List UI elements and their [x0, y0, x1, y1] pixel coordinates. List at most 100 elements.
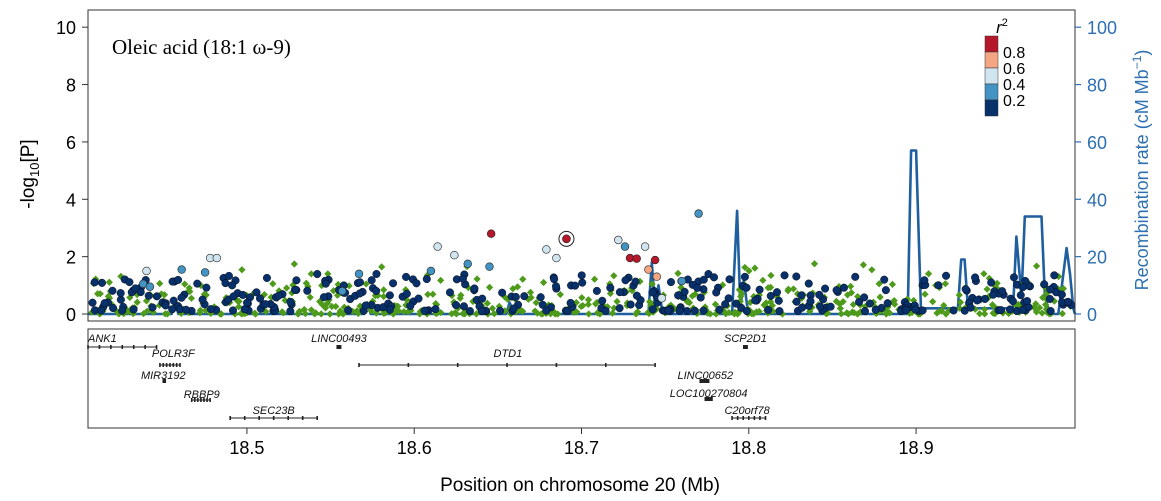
gene-exon — [159, 363, 161, 367]
snp-low-ld — [1045, 294, 1054, 303]
snp-no-ld — [882, 310, 890, 318]
snp-no-ld — [981, 310, 989, 318]
snp-low-ld — [721, 300, 730, 309]
snp-no-ld — [235, 297, 243, 305]
gene-exon — [162, 363, 165, 367]
gene-exon — [272, 416, 275, 420]
snp-low-ld — [961, 285, 970, 294]
snp-low-ld — [1040, 280, 1049, 289]
snp-low-ld — [751, 296, 760, 305]
gene-label: C20orf78 — [724, 405, 770, 417]
snp-no-ld — [824, 309, 832, 317]
snp-low-ld — [804, 279, 813, 288]
snp-low-ld — [881, 286, 890, 295]
snp-low-ld — [148, 303, 157, 312]
snp-low-ld — [116, 289, 125, 298]
gene-exon — [206, 398, 208, 402]
gene-exon — [708, 397, 711, 401]
snp-no-ld — [96, 290, 104, 298]
snp-no-ld — [318, 300, 326, 309]
snp-no-ld — [539, 278, 548, 287]
snp-low-ld — [821, 284, 830, 293]
snp-low-ld — [632, 291, 641, 300]
gene-exon — [707, 397, 710, 401]
snp-layer — [88, 209, 1076, 318]
snp-no-ld — [985, 274, 993, 282]
gene-exon — [702, 379, 704, 383]
snp-no-ld — [868, 266, 876, 274]
snp-low-ld — [402, 272, 411, 281]
snp-no-ld — [578, 294, 586, 302]
snp-low-ld — [262, 273, 271, 282]
snp-mid-ld — [450, 251, 459, 260]
snp-low-ld — [206, 305, 215, 314]
r2-legend: r2 0.80.60.40.2 — [984, 17, 1025, 117]
snp-no-ld — [736, 297, 744, 305]
snp-no-ld — [584, 296, 593, 304]
snp-no-ld — [844, 310, 853, 318]
snp-low-ld — [798, 303, 807, 312]
snp-no-ld — [793, 290, 802, 298]
snp-low-ld — [445, 288, 454, 297]
snp-low-ld — [319, 293, 328, 302]
x-tick-label: 18.8 — [731, 438, 766, 458]
snp-low-ld — [470, 284, 479, 293]
snp-low-ld — [243, 298, 252, 307]
snp-no-ld — [524, 295, 532, 303]
snp-low-ld — [980, 294, 989, 303]
snp-mid-ld — [142, 266, 151, 276]
snp-no-ld — [380, 292, 388, 301]
gene-exon — [747, 416, 750, 420]
snp-no-ld — [910, 296, 918, 305]
snp-low-ld — [511, 292, 520, 301]
snp-low-ld — [966, 303, 975, 312]
snp-no-ld — [760, 301, 768, 309]
snp-no-ld — [183, 288, 192, 296]
snp-mid-ld — [542, 245, 551, 254]
snp-low-ld — [860, 307, 869, 316]
snp-mid-low-ld — [200, 268, 210, 277]
snp-low-ld — [385, 305, 394, 314]
snp-low-ld — [699, 275, 708, 284]
snp-low-ld — [911, 305, 920, 314]
snp-mid-low-ld — [338, 286, 347, 296]
snp-mid-ld — [640, 242, 650, 251]
snp-low-ld — [1018, 305, 1027, 314]
gene-exon — [287, 416, 289, 420]
gene-exon — [764, 416, 767, 420]
snp-low-ld — [742, 283, 751, 292]
snp-low-ld — [261, 300, 270, 309]
gene-label: LOC100270804 — [670, 388, 748, 400]
snp-no-ld — [989, 309, 997, 317]
snp-no-ld — [945, 306, 954, 314]
snp-low-ld — [90, 278, 99, 287]
snp-no-ld — [610, 272, 618, 280]
gene-exon — [203, 398, 205, 402]
snp-low-ld — [865, 299, 874, 308]
snp-no-ld — [719, 281, 727, 289]
snp-low-ld — [883, 299, 892, 308]
snp-low-ld — [806, 297, 815, 306]
snp-no-ld — [288, 289, 296, 297]
gene-exon — [144, 345, 146, 349]
snp-low-ld — [238, 290, 247, 299]
snp-low-ld — [989, 290, 998, 299]
snp-low-ld — [286, 307, 295, 316]
snp-mid-ld — [614, 235, 623, 245]
snp-no-ld — [976, 310, 984, 318]
snp-no-ld — [738, 290, 746, 298]
snp-no-ld — [490, 310, 498, 318]
snp-no-ld — [784, 285, 793, 293]
snp-no-ld — [983, 285, 991, 293]
snp-no-ld — [706, 310, 714, 318]
legend-title-base: r — [996, 18, 1003, 37]
snp-no-ld — [181, 280, 189, 288]
gene-exon — [172, 363, 175, 367]
snp-low-ld — [696, 293, 705, 302]
x-tick-label: 18.9 — [899, 438, 934, 458]
snp-low-ld — [715, 305, 724, 314]
snp-no-ld — [847, 282, 855, 290]
gene-label: LINC00493 — [311, 333, 368, 345]
snp-no-ld — [725, 308, 733, 317]
snp-low-ld — [764, 305, 773, 314]
